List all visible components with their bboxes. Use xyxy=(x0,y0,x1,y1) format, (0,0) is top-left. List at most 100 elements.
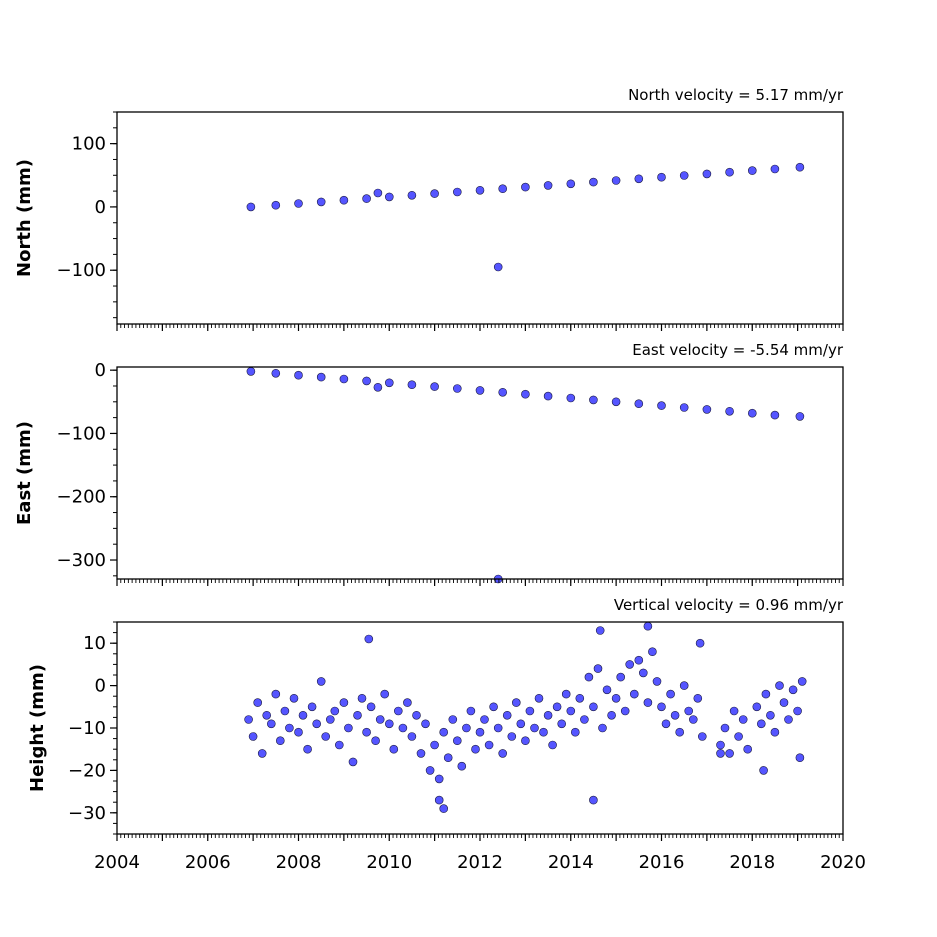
y-tick-label: 0 xyxy=(95,676,106,697)
data-point xyxy=(734,732,743,741)
data-point xyxy=(557,719,567,729)
data-point xyxy=(298,710,308,720)
data-point xyxy=(502,710,512,720)
y-tick-label: −200 xyxy=(57,487,106,508)
vertical-velocity-title: Vertical velocity = 0.96 mm/yr xyxy=(614,596,844,614)
data-point xyxy=(725,406,734,416)
data-point xyxy=(570,727,580,737)
data-point xyxy=(521,736,530,746)
data-point xyxy=(795,412,805,421)
data-point xyxy=(634,399,644,409)
data-point xyxy=(325,715,335,724)
data-point xyxy=(657,401,666,410)
data-point xyxy=(657,702,666,712)
height-scatter-points xyxy=(244,621,807,813)
x-tick-label: 2010 xyxy=(366,852,412,873)
east-x-ticks xyxy=(116,579,844,586)
data-point xyxy=(530,723,539,733)
data-point xyxy=(729,706,739,716)
data-point xyxy=(357,693,367,703)
data-point xyxy=(611,693,621,703)
data-point xyxy=(679,403,689,412)
data-point xyxy=(759,766,768,775)
height-y-ticks: 10 0 −10 −20 −30 xyxy=(68,621,117,835)
data-point xyxy=(589,395,598,405)
data-point xyxy=(688,715,698,724)
data-point xyxy=(271,200,281,210)
data-point xyxy=(511,698,521,707)
east-scatter-points xyxy=(246,367,805,584)
data-point xyxy=(552,702,562,712)
north-velocity-title: North velocity = 5.17 mm/yr xyxy=(628,86,844,104)
data-point xyxy=(670,710,680,720)
data-point xyxy=(434,774,444,784)
north-y-axis-label: North (mm) xyxy=(14,159,35,277)
data-point xyxy=(398,723,408,733)
data-point xyxy=(521,389,530,399)
data-point xyxy=(766,710,775,720)
data-point xyxy=(294,199,303,208)
y-tick-label: 10 xyxy=(83,633,106,654)
data-point xyxy=(452,736,462,746)
data-point xyxy=(353,710,362,720)
y-tick-label: −30 xyxy=(68,803,106,824)
data-point xyxy=(384,378,394,388)
data-point xyxy=(384,719,394,729)
data-point xyxy=(675,727,685,737)
data-point xyxy=(384,192,394,202)
x-tick-label: 2008 xyxy=(276,852,322,873)
north-panel: North velocity = 5.17 mm/yr 100 0 −100 Nor… xyxy=(14,86,844,331)
data-point xyxy=(266,719,276,729)
data-point xyxy=(548,740,557,750)
data-point xyxy=(421,719,430,729)
east-velocity-title: East velocity = -5.54 mm/yr xyxy=(632,341,844,359)
data-point xyxy=(498,387,508,397)
data-point xyxy=(393,706,403,716)
data-point xyxy=(373,188,383,198)
data-point xyxy=(375,715,385,724)
east-y-ticks: 0 −100 −200 −300 xyxy=(57,360,117,577)
data-point xyxy=(770,727,780,737)
data-point xyxy=(289,693,299,703)
data-point xyxy=(248,732,258,741)
data-point xyxy=(561,689,571,699)
data-point xyxy=(430,189,439,198)
data-point xyxy=(566,706,576,716)
data-point xyxy=(403,698,412,707)
x-tick-label: 2012 xyxy=(457,852,503,873)
data-point xyxy=(316,677,326,686)
data-point xyxy=(330,706,340,716)
data-point xyxy=(702,169,712,179)
data-point xyxy=(629,689,639,699)
x-tick-label: 2018 xyxy=(729,852,775,873)
data-point xyxy=(364,634,374,644)
data-point xyxy=(638,668,648,678)
height-panel: Vertical velocity = 0.96 mm/yr 10 0 −10 −20… xyxy=(27,596,866,873)
x-tick-label: 2004 xyxy=(94,852,140,873)
data-point xyxy=(489,702,498,712)
data-point xyxy=(716,740,725,750)
north-y-ticks: 100 0 −100 xyxy=(57,111,117,319)
data-point xyxy=(779,698,789,707)
data-point xyxy=(312,719,322,729)
north-scatter-points xyxy=(246,162,805,272)
data-point xyxy=(616,672,626,682)
data-point xyxy=(307,702,317,712)
data-point xyxy=(280,706,290,716)
data-point xyxy=(525,706,535,716)
data-point xyxy=(407,191,417,200)
data-point xyxy=(294,370,303,380)
y-tick-label: −100 xyxy=(57,423,106,444)
data-point xyxy=(412,710,421,720)
east-plot-area xyxy=(117,367,843,579)
data-point xyxy=(362,727,371,737)
data-point xyxy=(439,727,449,737)
data-point xyxy=(625,660,635,669)
data-point xyxy=(534,693,544,703)
data-point xyxy=(634,655,644,665)
x-tick-label: 2014 xyxy=(548,852,594,873)
data-point xyxy=(566,179,576,189)
data-point xyxy=(795,753,805,763)
data-point xyxy=(702,405,712,414)
data-point xyxy=(770,410,780,420)
